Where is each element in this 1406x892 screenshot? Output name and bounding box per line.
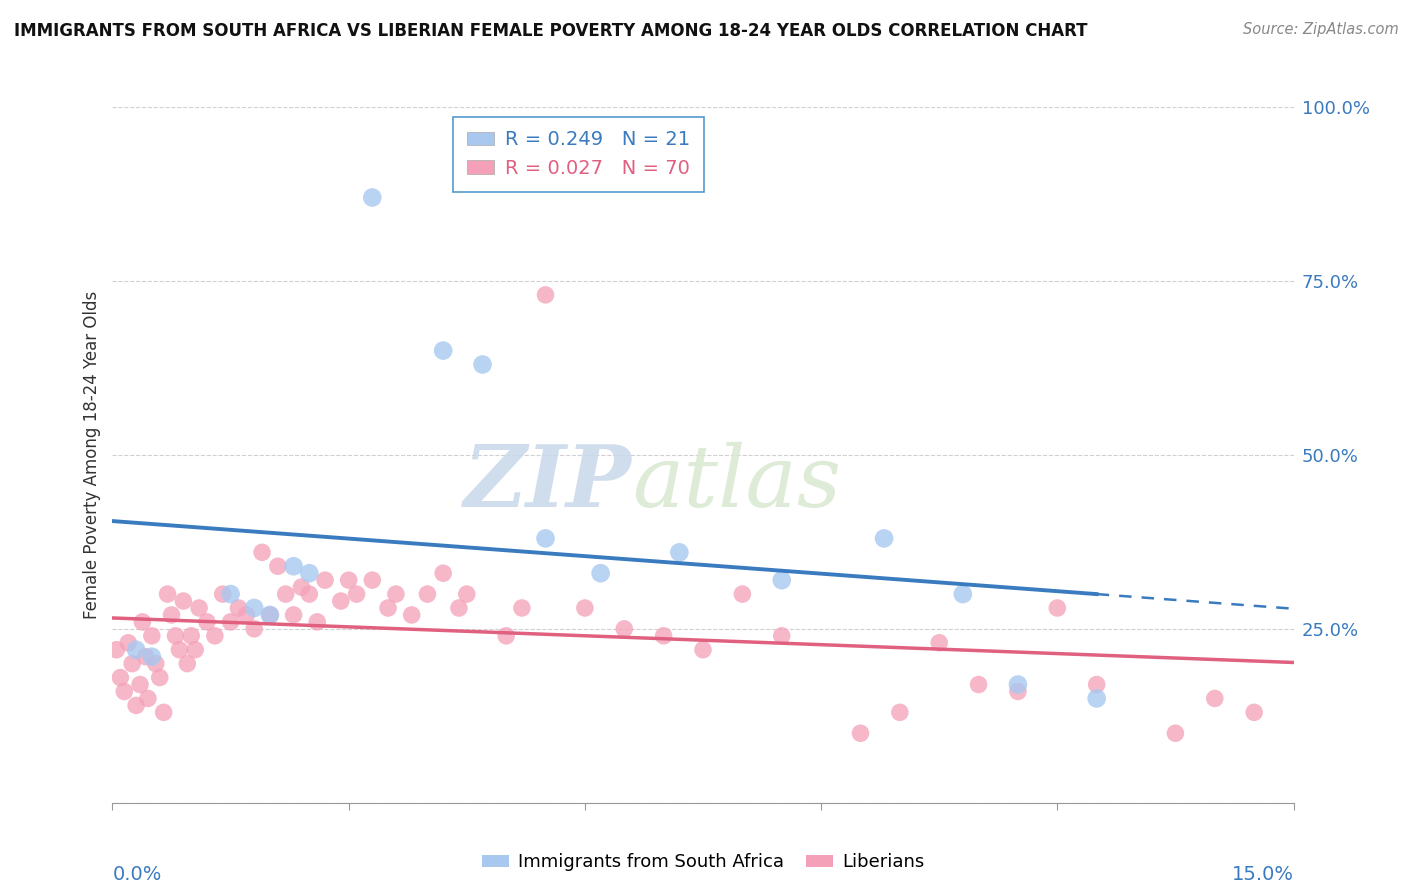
Point xyxy=(204,629,226,643)
Point xyxy=(131,615,153,629)
Point xyxy=(219,615,242,629)
Point xyxy=(307,615,329,629)
Point xyxy=(692,642,714,657)
Point xyxy=(195,615,218,629)
Text: atlas: atlas xyxy=(633,442,841,524)
Point xyxy=(169,642,191,657)
Point xyxy=(1085,691,1108,706)
Point xyxy=(152,706,174,720)
Point xyxy=(259,607,281,622)
Point xyxy=(770,573,793,587)
Point xyxy=(156,587,179,601)
Point xyxy=(534,532,557,546)
Legend: Immigrants from South Africa, Liberians: Immigrants from South Africa, Liberians xyxy=(475,847,931,879)
Point xyxy=(668,545,690,559)
Point xyxy=(250,545,273,559)
Point xyxy=(165,629,187,643)
Text: 0.0%: 0.0% xyxy=(112,865,162,885)
Point xyxy=(314,573,336,587)
Point xyxy=(1046,601,1069,615)
Point xyxy=(456,587,478,601)
Point xyxy=(235,607,257,622)
Point xyxy=(141,649,163,664)
Point xyxy=(188,601,211,615)
Point xyxy=(149,671,172,685)
Text: 15.0%: 15.0% xyxy=(1232,865,1294,885)
Point xyxy=(361,190,384,204)
Point xyxy=(1204,691,1226,706)
Point xyxy=(471,358,494,372)
Y-axis label: Female Poverty Among 18-24 Year Olds: Female Poverty Among 18-24 Year Olds xyxy=(83,291,101,619)
Point xyxy=(967,677,990,691)
Point xyxy=(259,607,281,622)
Point xyxy=(1243,706,1265,720)
Point xyxy=(1007,684,1029,698)
Point xyxy=(141,629,163,643)
Text: Source: ZipAtlas.com: Source: ZipAtlas.com xyxy=(1243,22,1399,37)
Point xyxy=(267,559,290,574)
Point xyxy=(589,566,612,581)
Point xyxy=(731,587,754,601)
Point xyxy=(184,642,207,657)
Point xyxy=(160,607,183,622)
Point xyxy=(574,601,596,615)
Point xyxy=(125,642,148,657)
Point xyxy=(290,580,312,594)
Point xyxy=(136,691,159,706)
Point xyxy=(510,601,533,615)
Point xyxy=(337,573,360,587)
Point xyxy=(401,607,423,622)
Point xyxy=(849,726,872,740)
Point xyxy=(495,629,517,643)
Legend: R = 0.249   N = 21, R = 0.027   N = 70: R = 0.249 N = 21, R = 0.027 N = 70 xyxy=(453,117,704,192)
Point xyxy=(377,601,399,615)
Point xyxy=(172,594,194,608)
Point xyxy=(129,677,152,691)
Point xyxy=(110,671,132,685)
Point xyxy=(952,587,974,601)
Point xyxy=(283,607,305,622)
Point xyxy=(180,629,202,643)
Point xyxy=(1164,726,1187,740)
Point xyxy=(534,288,557,302)
Point xyxy=(329,594,352,608)
Point xyxy=(1085,677,1108,691)
Point xyxy=(274,587,297,601)
Text: IMMIGRANTS FROM SOUTH AFRICA VS LIBERIAN FEMALE POVERTY AMONG 18-24 YEAR OLDS CO: IMMIGRANTS FROM SOUTH AFRICA VS LIBERIAN… xyxy=(14,22,1088,40)
Point xyxy=(613,622,636,636)
Point xyxy=(228,601,250,615)
Point xyxy=(283,559,305,574)
Point xyxy=(243,622,266,636)
Point xyxy=(298,587,321,601)
Point xyxy=(873,532,896,546)
Point xyxy=(928,636,950,650)
Point xyxy=(447,601,470,615)
Point xyxy=(145,657,167,671)
Point xyxy=(770,629,793,643)
Point xyxy=(432,343,454,358)
Point xyxy=(117,636,139,650)
Point xyxy=(121,657,143,671)
Point xyxy=(298,566,321,581)
Point xyxy=(416,587,439,601)
Point xyxy=(1007,677,1029,691)
Point xyxy=(219,587,242,601)
Text: ZIP: ZIP xyxy=(464,441,633,524)
Point xyxy=(361,573,384,587)
Point xyxy=(211,587,233,601)
Point xyxy=(105,642,128,657)
Point xyxy=(432,566,454,581)
Point xyxy=(243,601,266,615)
Point xyxy=(652,629,675,643)
Point xyxy=(135,649,157,664)
Point xyxy=(346,587,368,601)
Point xyxy=(889,706,911,720)
Point xyxy=(385,587,408,601)
Point xyxy=(112,684,135,698)
Point xyxy=(125,698,148,713)
Point xyxy=(176,657,198,671)
